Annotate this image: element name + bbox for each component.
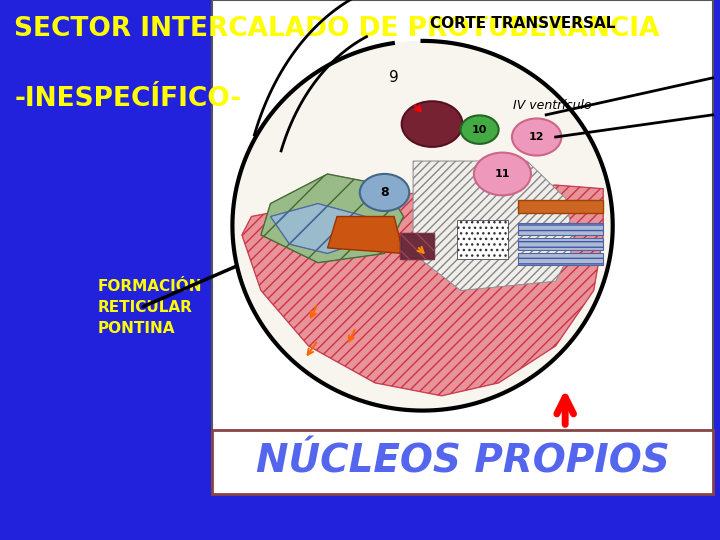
- Ellipse shape: [233, 41, 613, 410]
- Polygon shape: [242, 185, 603, 396]
- Circle shape: [512, 118, 562, 156]
- Polygon shape: [413, 161, 575, 291]
- Text: NÚCLEOS PROPIOS: NÚCLEOS PROPIOS: [256, 443, 670, 481]
- Text: 10: 10: [472, 125, 487, 134]
- Text: 12: 12: [529, 132, 544, 142]
- Text: 9: 9: [390, 70, 399, 85]
- Bar: [518, 200, 603, 213]
- Bar: [518, 223, 603, 235]
- Polygon shape: [271, 204, 366, 253]
- Bar: [518, 253, 603, 265]
- Circle shape: [402, 102, 462, 147]
- Text: -INESPECÍFICO-: -INESPECÍFICO-: [14, 86, 241, 112]
- Circle shape: [474, 153, 531, 195]
- Polygon shape: [328, 217, 403, 253]
- Circle shape: [461, 116, 499, 144]
- Bar: [518, 253, 603, 265]
- Polygon shape: [456, 220, 508, 259]
- Text: IV ventrículo: IV ventrículo: [513, 99, 591, 112]
- Bar: [518, 238, 603, 250]
- Bar: [400, 233, 434, 259]
- Polygon shape: [261, 174, 403, 262]
- Text: SECTOR INTERCALADO DE PROTUBERANCIA: SECTOR INTERCALADO DE PROTUBERANCIA: [14, 16, 660, 42]
- Circle shape: [360, 174, 409, 211]
- Text: 8: 8: [380, 186, 389, 199]
- Text: FORMACIÓN
RETICULAR
PONTINA: FORMACIÓN RETICULAR PONTINA: [97, 279, 202, 336]
- Bar: [212, 0, 713, 494]
- Bar: [518, 223, 603, 235]
- Text: CORTE TRANSVERSAL: CORTE TRANSVERSAL: [430, 16, 616, 31]
- Bar: [400, 233, 434, 259]
- Bar: [518, 238, 603, 250]
- Bar: [212, 430, 713, 494]
- Text: 11: 11: [495, 169, 510, 179]
